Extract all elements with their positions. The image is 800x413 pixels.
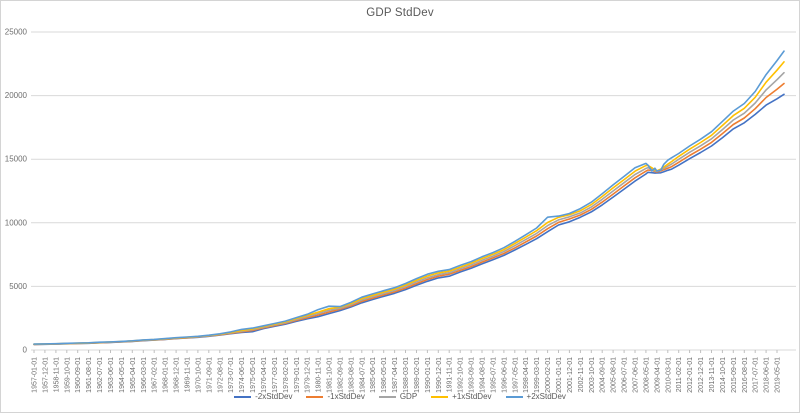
series-line-GDP[interactable] [33,71,785,346]
x-tick-label: 1992-10-01 [458,357,465,393]
x-tick-label: 1967-02-01 [152,357,159,393]
y-tick-label: 10000 [5,218,28,227]
y-tick-label: 20000 [5,91,28,100]
legend-item[interactable]: -1xStdDev [306,392,365,402]
x-tick-label: 1969-11-01 [185,357,192,392]
x-tick-label: 2017-07-01 [753,357,760,393]
legend: -2xStdDev -1xStdDev GDP +1xStdDev +2xStdDev [1,392,799,402]
x-tick-label: 1982-09-01 [338,357,345,393]
x-tick-label: 1985-06-01 [370,357,377,393]
x-tick-label: 1957-12-01 [42,357,49,393]
legend-label: +2xStdDev [526,392,566,401]
x-tick-label: 1973-07-01 [228,357,235,393]
x-tick-label: 1999-03-01 [534,357,541,393]
series-line--1xStdDev[interactable] [33,82,785,346]
x-tick-label: 1995-07-01 [490,357,497,393]
legend-label: GDP [399,392,418,401]
x-tick-label: 1965-04-01 [130,357,137,393]
legend-item[interactable]: +2xStdDev [505,392,566,402]
series-line-+2xStdDev[interactable] [33,50,785,345]
x-tick-label: 2018-06-01 [764,357,771,393]
x-tick-label: 1993-09-01 [469,357,476,393]
series-line--2xStdDev[interactable] [33,93,785,346]
x-tick-label: 2001-12-01 [567,357,574,393]
x-tick-label: 1998-04-01 [523,357,530,393]
x-tick-label: 2016-08-01 [742,357,749,393]
legend-label: +1xStdDev [452,392,492,401]
x-tick-label: 1971-09-01 [206,357,213,393]
x-tick-label: 1962-07-01 [97,357,104,393]
x-tick-label: 1958-11-01 [53,357,60,392]
x-tick-label: 2010-03-01 [665,357,672,393]
x-tick-label: 1997-05-01 [512,357,519,393]
legend-label: -1xStdDev [327,392,365,401]
x-tick-label: 1975-05-01 [250,357,257,393]
y-tick-label: 5000 [9,282,27,291]
x-tick-label: 2003-10-01 [589,357,596,393]
x-tick-label: 1983-08-01 [348,357,355,393]
y-tick-label: 0 [23,346,28,355]
x-tick-label: 1964-05-01 [119,357,126,393]
x-tick-label: 2013-11-01 [709,357,716,392]
chart-title[interactable]: GDP StdDev [366,7,434,19]
x-tick-label: 2000-02-01 [545,357,552,393]
x-tick-label: 1981-10-01 [327,357,334,393]
x-tick-label: 1959-10-01 [64,357,71,393]
legend-label: -2xStdDev [255,392,293,401]
x-tick-label: 2008-05-01 [643,357,650,393]
x-tick-label: 2012-12-01 [698,357,705,393]
x-tick-label: 1968-12-01 [174,357,181,393]
x-tick-label: 1974-06-01 [239,357,246,393]
x-tick-label: 1989-02-01 [414,357,421,393]
x-tick-label: 1984-07-01 [359,357,366,393]
legend-item[interactable]: -2xStdDev [234,392,292,402]
x-tick-label: 1970-10-01 [195,357,202,393]
x-tick-label: 1966-03-01 [141,357,148,393]
x-tick-label: 1988-03-01 [403,357,410,393]
x-tick-label: 1968-01-01 [163,357,170,393]
legend-item[interactable]: +1xStdDev [431,392,492,402]
x-tick-label: 2006-07-01 [622,357,629,393]
x-tick-label: 1980-11-01 [316,357,323,392]
x-tick-label: 1990-01-01 [425,357,432,393]
x-tick-label: 1972-08-01 [217,357,224,393]
x-tick-label: 1960-09-01 [75,357,82,393]
y-tick-label: 25000 [5,28,28,37]
x-tick-label: 2019-05-01 [775,357,782,393]
legend-line-swatch-icon [306,396,324,398]
x-tick-label: 1978-02-01 [283,357,290,393]
x-tick-label: 2004-09-01 [600,357,607,393]
x-tick-label: 1990-12-01 [436,357,443,393]
legend-line-swatch-icon [505,396,523,398]
x-tick-label: 1996-06-01 [501,357,508,393]
legend-line-swatch-icon [234,396,252,398]
x-tick-label: 1986-05-01 [381,357,388,393]
x-tick-label: 1976-04-01 [261,357,268,393]
legend-line-swatch-icon [378,396,396,398]
x-tick-label: 2002-11-01 [578,357,585,392]
series-line-+1xStdDev[interactable] [33,61,785,346]
legend-item[interactable]: GDP [378,392,418,402]
x-tick-label: 2015-09-01 [731,357,738,393]
x-tick-label: 1979-01-01 [294,357,301,393]
x-tick-label: 2009-04-01 [654,357,661,393]
x-tick-label: 2007-06-01 [633,357,640,393]
x-tick-label: 1987-04-01 [392,357,399,393]
x-tick-label: 2005-08-01 [611,357,618,393]
x-tick-label: 1961-08-01 [86,357,93,393]
x-tick-label: 2011-02-01 [676,357,683,392]
legend-line-swatch-icon [431,396,449,398]
y-tick-label: 15000 [5,155,28,164]
x-tick-label: 1977-03-01 [272,357,279,393]
x-tick-label: 1994-08-01 [480,357,487,393]
x-tick-label: 1979-12-01 [305,357,312,393]
x-tick-label: 2014-10-01 [720,357,727,393]
x-tick-label: 1963-06-01 [108,357,115,393]
x-tick-label: 2001-01-01 [556,357,563,393]
x-tick-label: 1957-01-01 [32,357,39,393]
x-tick-label: 1991-11-01 [447,357,454,392]
x-tick-label: 2012-01-01 [687,357,694,393]
